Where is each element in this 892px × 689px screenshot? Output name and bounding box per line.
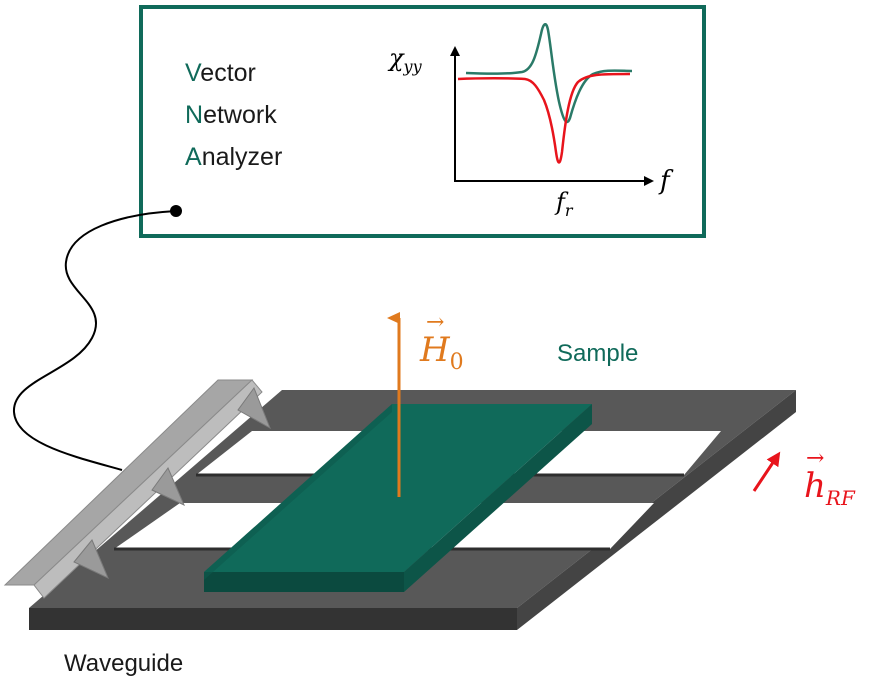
sample-label: Sample <box>557 340 639 367</box>
hrf-arrow <box>752 451 781 492</box>
probe-tooth <box>73 539 109 580</box>
vna-initial-a: A <box>185 143 202 171</box>
h0-label: → H0 <box>420 310 464 375</box>
probe <box>3 379 271 599</box>
waveguide-front-face <box>29 608 517 630</box>
vna-frame <box>139 5 706 238</box>
inset-tick-sub: r <box>564 200 573 220</box>
vna-label-line3: Analyzer <box>185 140 282 174</box>
probe-tooth <box>237 386 271 430</box>
inset-ylabel-sub: yy <box>403 56 422 76</box>
inset-xlabel: f <box>660 166 670 196</box>
vna-rest-a: nalyzer <box>201 143 283 171</box>
hrf-vector-arrow: → <box>806 446 825 471</box>
probe-tooth <box>151 466 185 507</box>
vna-label-line1: Vector <box>185 56 256 90</box>
hrf-label: → hRF <box>804 446 855 510</box>
hrf-subscript: RF <box>825 485 855 510</box>
cable <box>12 210 177 471</box>
h0-vector-arrow: → <box>426 310 445 335</box>
hrf-symbol: h <box>804 466 826 506</box>
vna-label-line2: Network <box>185 98 277 132</box>
h0-subscript: 0 <box>449 349 464 375</box>
inset-tick-label: fr <box>556 188 573 220</box>
sample-left-face <box>204 404 392 580</box>
inset-plot <box>450 22 654 186</box>
vna-initial-v: V <box>185 59 201 87</box>
inset-red-curve <box>457 72 631 164</box>
vna-rest-v: ector <box>200 59 256 87</box>
cable-connector <box>170 205 182 217</box>
vna-initial-n: N <box>185 101 204 129</box>
sample-right-face <box>404 404 592 592</box>
waveguide-right-face <box>517 390 796 630</box>
vna-rest-n: etwork <box>203 101 277 129</box>
waveguide-label: Waveguide <box>64 650 184 677</box>
sample-front-face <box>204 572 404 592</box>
h0-symbol: H <box>420 330 450 370</box>
inset-ylabel: χyy <box>389 44 422 76</box>
